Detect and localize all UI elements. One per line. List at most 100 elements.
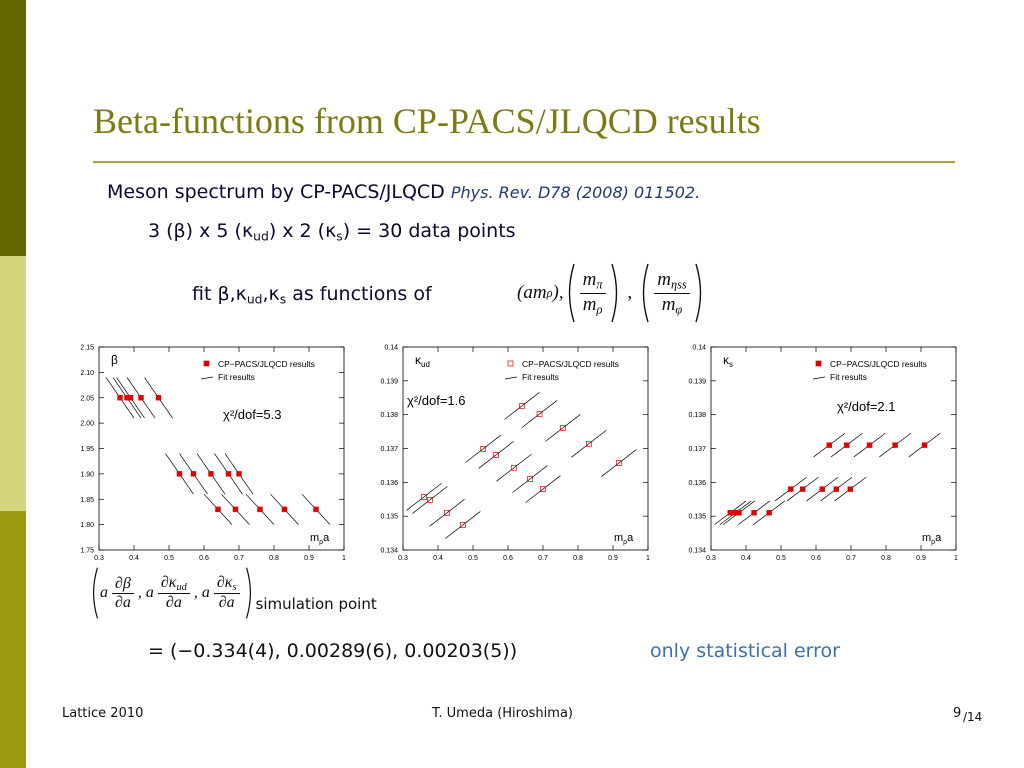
x-tick-label: 0.4 xyxy=(433,555,443,562)
data-point xyxy=(190,471,197,477)
label-sub: s xyxy=(729,360,733,369)
y-tick-label: 0.135 xyxy=(380,514,398,521)
label-tail: a xyxy=(935,532,942,544)
y-tick-label: 0.139 xyxy=(688,378,706,385)
numerator: ∂κud xyxy=(157,573,190,595)
text: (am xyxy=(517,282,547,303)
data-point xyxy=(921,442,928,448)
paren xyxy=(610,263,617,323)
x-tick-label: 0.7 xyxy=(234,555,244,562)
data-point xyxy=(826,442,833,448)
text: s xyxy=(279,292,287,307)
x-tick-label: 0.4 xyxy=(741,555,751,562)
label-main: m xyxy=(310,532,319,544)
text: , xyxy=(193,584,198,601)
fit-line xyxy=(412,486,448,514)
text: a xyxy=(145,584,154,601)
x-tick-label: 0.3 xyxy=(706,555,716,562)
data-point xyxy=(459,522,466,528)
y-tick-label: 1.80 xyxy=(80,522,94,529)
annotation: χ²/dof=2.1 xyxy=(837,399,896,414)
data-point xyxy=(138,395,144,401)
text: ∂κ xyxy=(160,573,177,591)
y-tick-label: 0.135 xyxy=(688,514,706,521)
data-point xyxy=(519,403,525,409)
data-point xyxy=(586,440,592,447)
footer-left: Lattice 2010 xyxy=(62,706,144,721)
data-point xyxy=(536,411,543,417)
label-sub: ud xyxy=(421,360,430,369)
data-point xyxy=(788,486,794,492)
y-tick-label: 0.139 xyxy=(380,378,398,385)
y-tick-label: 0.138 xyxy=(688,412,706,419)
side-bar xyxy=(0,256,26,511)
data-point xyxy=(176,471,183,477)
fit-line xyxy=(496,453,532,482)
fraction: ∂β ∂a xyxy=(112,575,134,612)
x-tick-label: 0.9 xyxy=(304,555,314,562)
text: ud xyxy=(176,582,187,594)
fit-line xyxy=(571,429,607,458)
denominator: mφ xyxy=(662,294,683,318)
fit-line xyxy=(445,511,481,539)
y-tick-label: 1.85 xyxy=(80,497,94,504)
label-sub: ρ xyxy=(623,539,627,546)
text: ∂a xyxy=(165,594,182,612)
label-sub: ρ xyxy=(931,539,935,546)
y-tick-label: 2.05 xyxy=(80,395,94,402)
formula: a ∂β ∂a , a ∂κud ∂a , a ∂κs ∂a simulation p… xyxy=(88,566,377,620)
label-main: m xyxy=(614,532,623,544)
y-tick-label: 0.14 xyxy=(384,345,398,352)
data-point xyxy=(480,445,487,452)
text: ,κ xyxy=(262,283,280,305)
text: ρ xyxy=(596,302,603,317)
y-tick-label: 2.00 xyxy=(80,421,94,428)
data-point xyxy=(819,486,826,492)
x-tick-label: 0.7 xyxy=(846,555,856,562)
legend-label: CP−PACS/JLQCD results xyxy=(830,359,927,369)
x-tick-label: 0.5 xyxy=(164,555,174,562)
y-axis-label: β xyxy=(111,353,118,367)
fraction: ∂κud ∂a xyxy=(157,573,190,612)
text: ρ xyxy=(546,285,553,300)
data-point xyxy=(799,486,806,492)
fraction: mηss mφ xyxy=(654,269,690,318)
data-point xyxy=(844,442,850,448)
data-point xyxy=(225,471,232,477)
fit-line xyxy=(512,465,548,493)
text: ∂β xyxy=(115,574,131,592)
data-point xyxy=(511,464,517,471)
paren xyxy=(245,567,251,619)
data-point xyxy=(751,510,757,516)
chart: 0.3 0.4 0.5 0.6 0.7 0.8 0.9 1 1.75 1.80 1.85 1.90 1.… xyxy=(80,345,346,563)
fraction: mπ mρ xyxy=(579,268,606,317)
text: ), xyxy=(552,282,564,303)
legend-label: CP−PACS/JLQCD results xyxy=(218,359,315,369)
text: φ xyxy=(675,302,683,317)
text: a xyxy=(100,584,108,601)
legend-label: Fit results xyxy=(522,372,559,382)
x-axis-label: mρa xyxy=(922,532,942,546)
y-tick-label: 1.95 xyxy=(80,446,94,453)
x-tick-label: 0.3 xyxy=(398,555,408,562)
text: as functions of xyxy=(286,283,432,305)
y-tick-label: 2.15 xyxy=(80,345,94,352)
label-tail: a xyxy=(627,532,634,544)
x-tick-label: 0.7 xyxy=(538,555,548,562)
text: simulation point xyxy=(255,595,377,613)
data-point xyxy=(616,460,622,466)
data-point xyxy=(444,509,450,516)
label-main: m xyxy=(922,532,931,544)
text: ) x 2 (κ xyxy=(268,220,337,242)
data-point xyxy=(527,476,533,482)
text: m xyxy=(582,268,597,290)
equation: = (−0.334(4), 0.00289(6), 0.00203(5)) xyxy=(148,640,518,662)
text: Meson spectrum by CP-PACS/JLQCD xyxy=(107,181,445,203)
text: a xyxy=(201,584,210,601)
annotation: χ²/dof=5.3 xyxy=(223,407,282,422)
x-tick-label: 0.6 xyxy=(199,555,209,562)
label-main: κ xyxy=(723,353,730,367)
text: , xyxy=(627,282,633,303)
fit-line xyxy=(406,483,442,511)
